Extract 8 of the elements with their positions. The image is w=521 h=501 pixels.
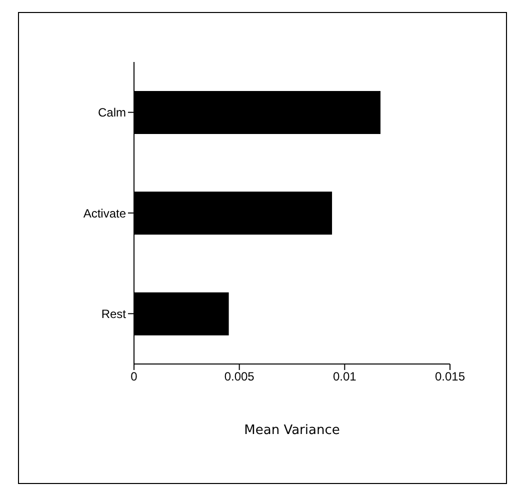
- x-axis-title: Mean Variance: [244, 423, 340, 438]
- y-tick-label: Rest: [101, 306, 127, 321]
- x-tick-label: 0: [130, 370, 138, 384]
- x-tick-label: 0.01: [332, 370, 357, 384]
- y-tick-label: Activate: [83, 206, 126, 220]
- x-tick-label: 0.005: [224, 370, 255, 384]
- y-tick-label: Calm: [98, 106, 126, 120]
- x-tick-label: 0.015: [434, 370, 466, 384]
